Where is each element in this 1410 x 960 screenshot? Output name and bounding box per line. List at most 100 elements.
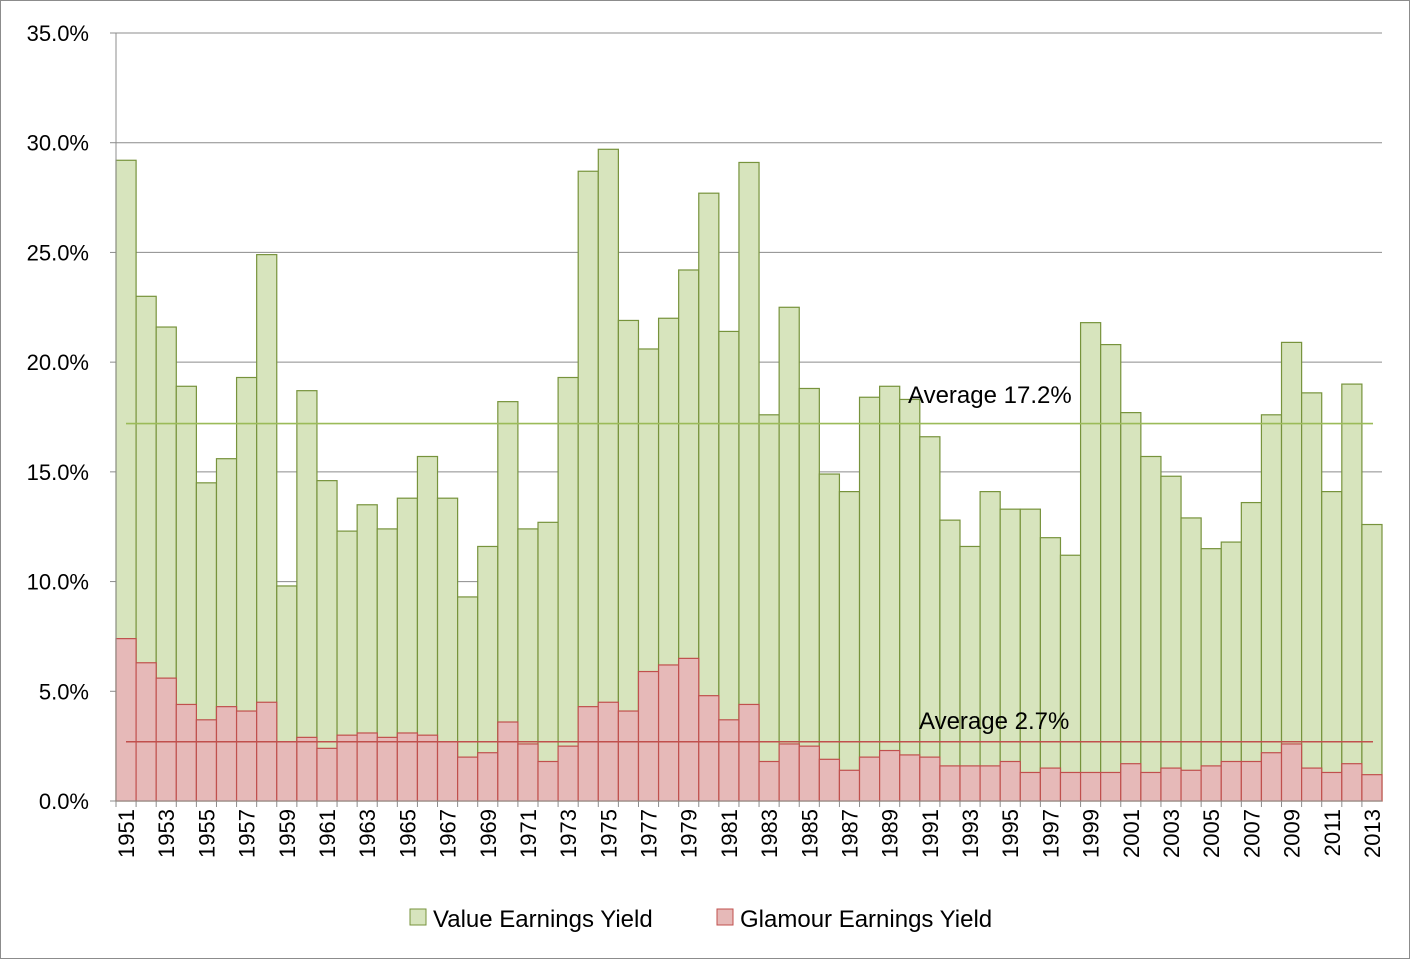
glamour-bar [1220,760,1242,802]
x-tick-label: 1979 [677,809,702,858]
glamour-bar [135,662,157,802]
glamour-bar [557,745,579,802]
value-bar [1280,341,1303,802]
glamour-bar [1200,765,1222,802]
glamour-bar [195,719,218,802]
glamour-bar [637,670,660,802]
glamour-bar [678,657,700,802]
x-tick-label: 1995 [998,809,1023,858]
legend-swatch [716,908,734,926]
glamour-bar [1321,771,1343,802]
glamour-bar [798,745,820,802]
glamour-bar [1079,771,1102,802]
y-tick-label: 20.0% [27,350,89,375]
value-bar [979,491,1001,802]
value-bar [879,385,901,802]
x-tick-label: 1981 [717,809,742,858]
glamour-bar [959,765,981,802]
value-bar [818,473,841,802]
value-bar [959,545,981,802]
glamour-bar [296,736,318,802]
glamour-bar [1160,767,1182,802]
x-tick-label: 1953 [154,809,179,858]
glamour-bar [718,719,740,802]
glamour-bar [818,758,841,802]
x-tick-label: 1987 [837,809,862,858]
glamour-bar [879,749,901,802]
x-tick-label: 1961 [315,809,340,858]
value-bar [1019,508,1041,802]
x-tick-label: 1985 [797,809,822,858]
legend-label: Value Earnings Yield [433,906,653,933]
legend-label: Glamour Earnings Yield [740,906,992,933]
glamour-bar [858,756,881,802]
glamour-bar [517,743,539,802]
value-bar [798,387,820,802]
value-bar [1120,412,1142,802]
value-bar [919,436,941,802]
glamour-bar [1100,771,1122,802]
glamour-bar [778,743,800,802]
glamour-bar [115,638,137,802]
glamour-bar [497,721,519,802]
glamour-bar [336,734,358,802]
glamour-bar [1361,774,1383,802]
glamour-bar [597,701,619,802]
glamour-bar [1039,767,1062,802]
x-tick-label: 1973 [556,809,581,858]
glamour-bar [1260,752,1283,802]
legend-swatch [409,908,427,926]
x-tick-label: 1993 [958,809,983,858]
y-tick-label: 5.0% [39,679,89,704]
value-bar [1361,523,1383,802]
glamour-bar [698,695,720,802]
glamour-bar [999,760,1021,802]
x-tick-label: 1971 [516,809,541,858]
x-tick-label: 1967 [436,809,461,858]
glamour-bar [1140,771,1162,802]
value-bar [838,491,861,802]
value-bar [1321,491,1343,802]
y-tick-label: 35.0% [27,21,89,46]
x-tick-label: 1999 [1079,809,1104,858]
glamour-bar [657,664,680,802]
value-bar [1341,383,1363,802]
glamour-average-label: Average 2.7% [919,708,1069,735]
glamour-bar [758,760,780,802]
value-bar [1039,537,1062,802]
glamour-bar [175,703,197,802]
x-tick-label: 1997 [1038,809,1063,858]
glamour-bar [436,741,459,802]
glamour-bar [939,765,961,802]
value-bar [939,519,961,802]
x-tick-label: 2005 [1199,809,1224,858]
glamour-bar [1019,771,1041,802]
x-tick-label: 2007 [1239,809,1264,858]
y-tick-label: 30.0% [27,131,89,156]
value-bar [1100,343,1122,802]
value-bar [1079,322,1102,802]
glamour-bar [738,703,760,802]
glamour-bar [1120,763,1142,802]
value-bar [778,306,800,802]
x-tick-label: 1969 [476,809,501,858]
y-tick-label: 0.0% [39,789,89,814]
x-tick-label: 2013 [1360,809,1385,858]
value-bar [1260,414,1283,802]
x-tick-label: 1963 [355,809,380,858]
value-bar [1140,455,1162,802]
glamour-bar [155,677,177,802]
y-tick-label: 25.0% [27,240,89,265]
value-bar [1180,517,1202,802]
value-bar [758,414,780,802]
glamour-bar [396,732,419,802]
x-tick-label: 1965 [395,809,420,858]
x-tick-label: 1977 [637,809,662,858]
glamour-bar [1280,743,1303,802]
value-bar [899,398,921,802]
value-bar [1301,392,1323,802]
glamour-bar [838,769,861,802]
glamour-bar [276,741,298,802]
